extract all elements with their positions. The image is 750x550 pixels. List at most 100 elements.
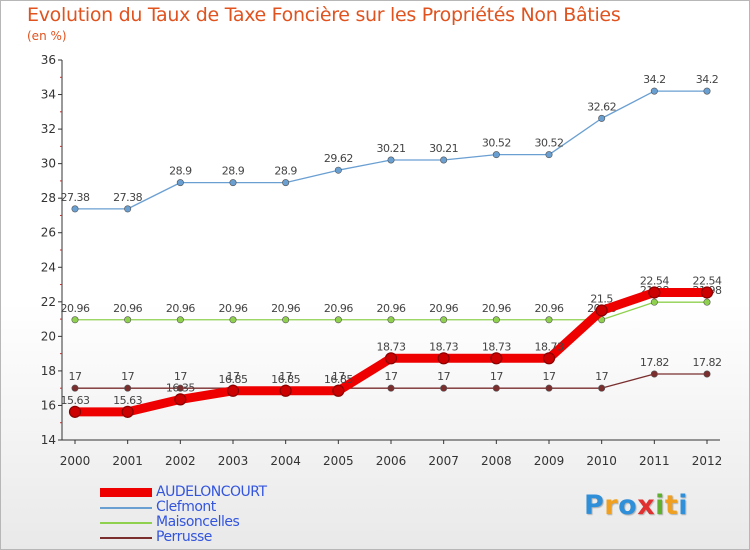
y-tick-label: 32 (41, 122, 56, 136)
data-label-perrusse: 17 (385, 370, 398, 383)
chart-title: Evolution du Taux de Taxe Foncière sur l… (27, 4, 621, 26)
data-point-maisoncelles (176, 316, 184, 324)
x-tick-label: 2007 (428, 454, 459, 468)
data-label-perrusse: 17.82 (640, 356, 669, 369)
legend-swatch (100, 522, 152, 524)
data-point-maisoncelles (387, 316, 395, 324)
data-label-clefmont: 34.2 (696, 73, 719, 86)
y-tick-label: 20 (41, 329, 56, 343)
x-tick-label: 2004 (270, 454, 301, 468)
data-point-clefmont (229, 179, 237, 187)
data-label-clefmont: 28.9 (222, 165, 245, 178)
x-tick-label: 2005 (323, 454, 354, 468)
data-point-clefmont (492, 151, 500, 159)
data-label-clefmont: 30.52 (482, 137, 511, 150)
data-label-audeloncourt: 18.73 (377, 340, 406, 353)
x-tick-label: 2001 (112, 454, 143, 468)
data-label-audeloncourt: 18.73 (429, 340, 458, 353)
data-point-clefmont (124, 205, 132, 213)
x-tick-label: 2000 (60, 454, 91, 468)
data-label-maisoncelles: 20.96 (113, 302, 142, 315)
data-label-maisoncelles: 20.96 (482, 302, 511, 315)
data-label-clefmont: 27.38 (61, 191, 90, 204)
data-point-perrusse (492, 384, 500, 392)
data-point-audeloncourt (121, 405, 134, 418)
x-tick-label: 2010 (586, 454, 617, 468)
data-label-clefmont: 28.9 (274, 165, 297, 178)
data-point-audeloncourt (68, 405, 82, 418)
x-tick-label: 2011 (639, 454, 670, 468)
y-tick-label: 26 (41, 226, 56, 240)
data-point-maisoncelles (650, 298, 658, 306)
data-label-audeloncourt: 22.54 (640, 274, 669, 287)
logo-letter: t (664, 490, 679, 521)
data-label-perrusse: 17 (543, 370, 556, 383)
data-point-audeloncourt (490, 352, 503, 365)
y-tick-label: 36 (41, 53, 56, 67)
data-point-maisoncelles (282, 316, 290, 324)
logo-letter: i (655, 490, 665, 521)
data-label-audeloncourt: 16.35 (166, 381, 195, 394)
data-label-perrusse: 17 (174, 370, 187, 383)
data-point-maisoncelles (545, 316, 553, 324)
data-label-clefmont: 30.21 (377, 142, 406, 155)
data-point-maisoncelles (124, 316, 132, 324)
data-label-perrusse: 17 (279, 370, 292, 383)
data-label-maisoncelles: 20.96 (324, 302, 353, 315)
data-point-perrusse (598, 384, 606, 392)
data-label-audeloncourt: 18.73 (482, 340, 511, 353)
x-tick-label: 2003 (218, 454, 249, 468)
data-point-clefmont (71, 205, 79, 213)
y-tick-label: 34 (41, 88, 56, 102)
data-label-perrusse: 17 (69, 370, 82, 383)
chart-unit-label: (en %) (27, 29, 67, 43)
y-tick-label: 14 (41, 433, 56, 447)
data-point-clefmont (440, 156, 448, 164)
data-point-clefmont (650, 87, 658, 95)
logo-letter: i (678, 490, 689, 521)
data-point-maisoncelles (703, 298, 711, 306)
data-point-clefmont (282, 179, 290, 187)
data-label-perrusse: 17 (121, 370, 134, 383)
data-point-clefmont (387, 156, 395, 164)
data-label-clefmont: 30.21 (429, 142, 458, 155)
data-label-clefmont: 34.2 (643, 73, 666, 86)
data-label-audeloncourt: 22.54 (693, 274, 722, 287)
data-label-clefmont: 27.38 (113, 191, 142, 204)
data-label-maisoncelles: 20.96 (271, 302, 300, 315)
x-tick-label: 2012 (692, 454, 723, 468)
data-point-perrusse (176, 384, 184, 392)
legend-swatch (100, 537, 152, 539)
data-point-perrusse (440, 384, 448, 392)
data-point-audeloncourt (384, 352, 398, 365)
logo-letter: o (618, 490, 638, 521)
x-tick-label: 2008 (481, 454, 512, 468)
data-label-perrusse: 17 (227, 370, 240, 383)
data-label-maisoncelles: 20.96 (377, 302, 406, 315)
y-tick-label: 16 (41, 398, 56, 412)
data-point-maisoncelles (71, 316, 79, 324)
data-label-maisoncelles: 20.96 (61, 302, 90, 315)
data-label-audeloncourt: 15.63 (61, 394, 90, 407)
data-label-audeloncourt: 21.5 (590, 292, 613, 305)
y-tick-label: 30 (41, 157, 56, 171)
data-label-maisoncelles: 20.96 (219, 302, 248, 315)
logo-letter: x (637, 490, 656, 521)
y-tick-label: 28 (41, 191, 56, 205)
data-point-perrusse (387, 384, 395, 392)
data-point-audeloncourt (226, 384, 240, 397)
y-tick-label: 24 (41, 260, 56, 274)
data-point-perrusse (71, 384, 79, 392)
data-point-audeloncourt (700, 286, 714, 299)
logo-letter: P (584, 490, 605, 521)
data-label-audeloncourt: 15.63 (113, 394, 142, 407)
data-point-perrusse (703, 370, 711, 378)
data-label-perrusse: 17 (332, 370, 345, 383)
data-label-maisoncelles: 20.96 (166, 302, 195, 315)
legend-label: AUDELONCOURT (156, 484, 267, 500)
data-label-maisoncelles: 20.96 (535, 302, 564, 315)
data-point-audeloncourt (595, 304, 608, 317)
data-label-audeloncourt: 16.85 (324, 373, 353, 386)
legend-swatch (100, 488, 152, 497)
data-label-perrusse: 17 (490, 370, 503, 383)
